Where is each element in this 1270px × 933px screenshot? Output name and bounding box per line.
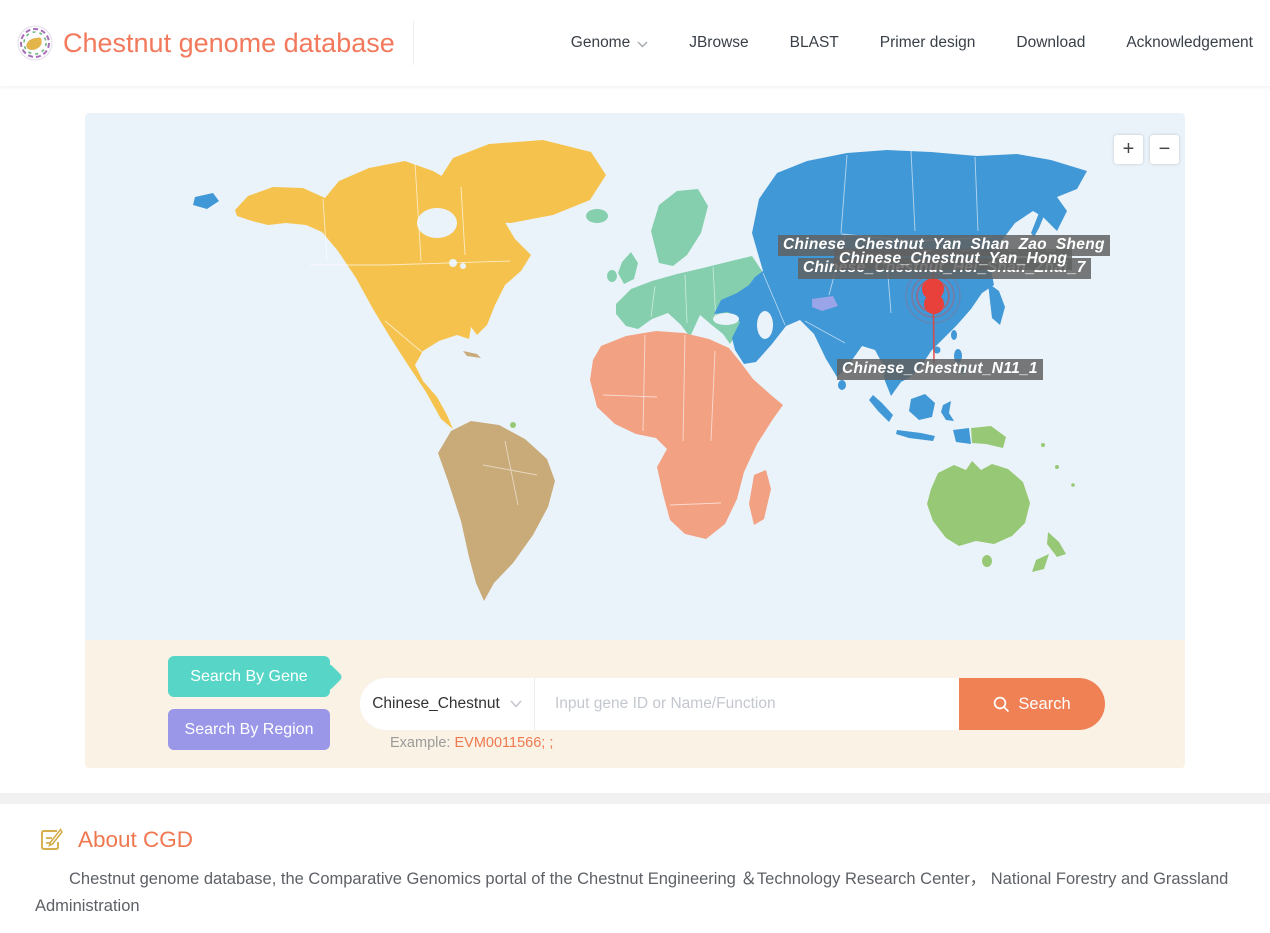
- genome-circos-logo-icon: [17, 25, 53, 61]
- chevron-down-icon: [510, 700, 522, 708]
- nav-item-primer-design[interactable]: Primer design: [879, 34, 976, 51]
- map-zoom-controls: + −: [1114, 135, 1179, 164]
- chevron-down-icon: [637, 41, 648, 47]
- header: Chestnut genome database Genome JBrowse …: [0, 0, 1270, 86]
- genome-select[interactable]: Chinese_Chestnut: [360, 678, 535, 730]
- world-map[interactable]: [85, 113, 1185, 640]
- map-marker-china[interactable]: [905, 262, 961, 364]
- nav-item-download[interactable]: Download: [1016, 34, 1086, 51]
- map-label-n11-1[interactable]: Chinese_Chestnut_N11_1: [837, 359, 1043, 380]
- zoom-out-button[interactable]: −: [1150, 135, 1179, 164]
- example-label: Example:: [390, 735, 451, 751]
- nav-item-blast[interactable]: BLAST: [789, 34, 839, 51]
- main-nav: Genome JBrowse BLAST Primer design Downl…: [571, 34, 1253, 52]
- nav-item-genome[interactable]: Genome: [571, 34, 648, 52]
- map-card: Chinese_Chestnut_Yan_Shan_Zao_Sheng Chin…: [85, 113, 1185, 768]
- about-section: About CGD Chestnut genome database, the …: [0, 804, 1270, 933]
- example-hint: Example: EVM0011566; ;: [390, 735, 553, 751]
- nav-item-jbrowse[interactable]: JBrowse: [689, 34, 749, 51]
- nav-item-acknowledgement[interactable]: Acknowledgement: [1126, 34, 1253, 51]
- world-map-area[interactable]: Chinese_Chestnut_Yan_Shan_Zao_Sheng Chin…: [85, 113, 1185, 640]
- search-icon: [994, 696, 1010, 712]
- genome-select-value: Chinese_Chestnut: [372, 695, 500, 712]
- note-edit-icon: [41, 828, 63, 850]
- example-gene-id[interactable]: EVM0011566; ;: [454, 735, 554, 751]
- search-by-region-tab[interactable]: Search By Region: [168, 709, 330, 750]
- map-label-yan-hong[interactable]: Chinese_Chestnut_Yan_Hong: [834, 249, 1073, 270]
- search-button[interactable]: Search: [959, 678, 1105, 730]
- gene-search-input[interactable]: [535, 678, 959, 730]
- search-panel: Search By Gene Search By Region Chinese_…: [85, 640, 1185, 768]
- divider: [412, 21, 414, 65]
- page-title: Chestnut genome database: [63, 27, 395, 58]
- gene-search-form: Chinese_Chestnut Search: [360, 678, 1105, 730]
- about-text: Chestnut genome database, the Comparativ…: [35, 870, 1229, 915]
- about-heading: About CGD: [78, 826, 194, 852]
- search-by-gene-tab[interactable]: Search By Gene: [168, 656, 330, 697]
- zoom-in-button[interactable]: +: [1114, 135, 1143, 164]
- main-section: Chinese_Chestnut_Yan_Shan_Zao_Sheng Chin…: [0, 86, 1270, 793]
